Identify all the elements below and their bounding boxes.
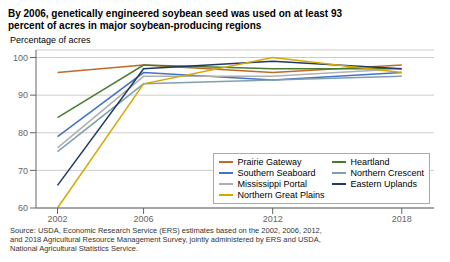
html-text:Southern Seaboard: Southern Seaboard xyxy=(237,168,316,178)
html-text:Eastern Uplands: Eastern Uplands xyxy=(350,179,417,189)
html-text:By 2006, genetically engineere: By 2006, genetically engineered soybean … xyxy=(8,8,342,31)
html-text:Northern Great Plains: Northern Great Plains xyxy=(237,190,325,200)
html-text:Mississippi Portal: Mississippi Portal xyxy=(237,179,307,189)
html-text:Northern Crescent: Northern Crescent xyxy=(350,168,424,178)
svg-text:100: 100 xyxy=(13,53,28,63)
svg-text:2002: 2002 xyxy=(47,214,67,224)
svg-text:70: 70 xyxy=(18,166,28,176)
svg-text:2006: 2006 xyxy=(134,214,154,224)
html-text:Source: USDA, Economic Researc: Source: USDA, Economic Research Service … xyxy=(10,226,322,253)
html-text:Prairie Gateway: Prairie Gateway xyxy=(237,157,302,167)
svg-text:80: 80 xyxy=(18,128,28,138)
svg-text:60: 60 xyxy=(18,203,28,213)
html-text:Percentage of acres: Percentage of acres xyxy=(10,35,91,45)
html-text:Heartland: Heartland xyxy=(350,157,390,167)
svg-text:2012: 2012 xyxy=(263,214,283,224)
svg-text:2018: 2018 xyxy=(392,214,412,224)
svg-text:90: 90 xyxy=(18,90,28,100)
